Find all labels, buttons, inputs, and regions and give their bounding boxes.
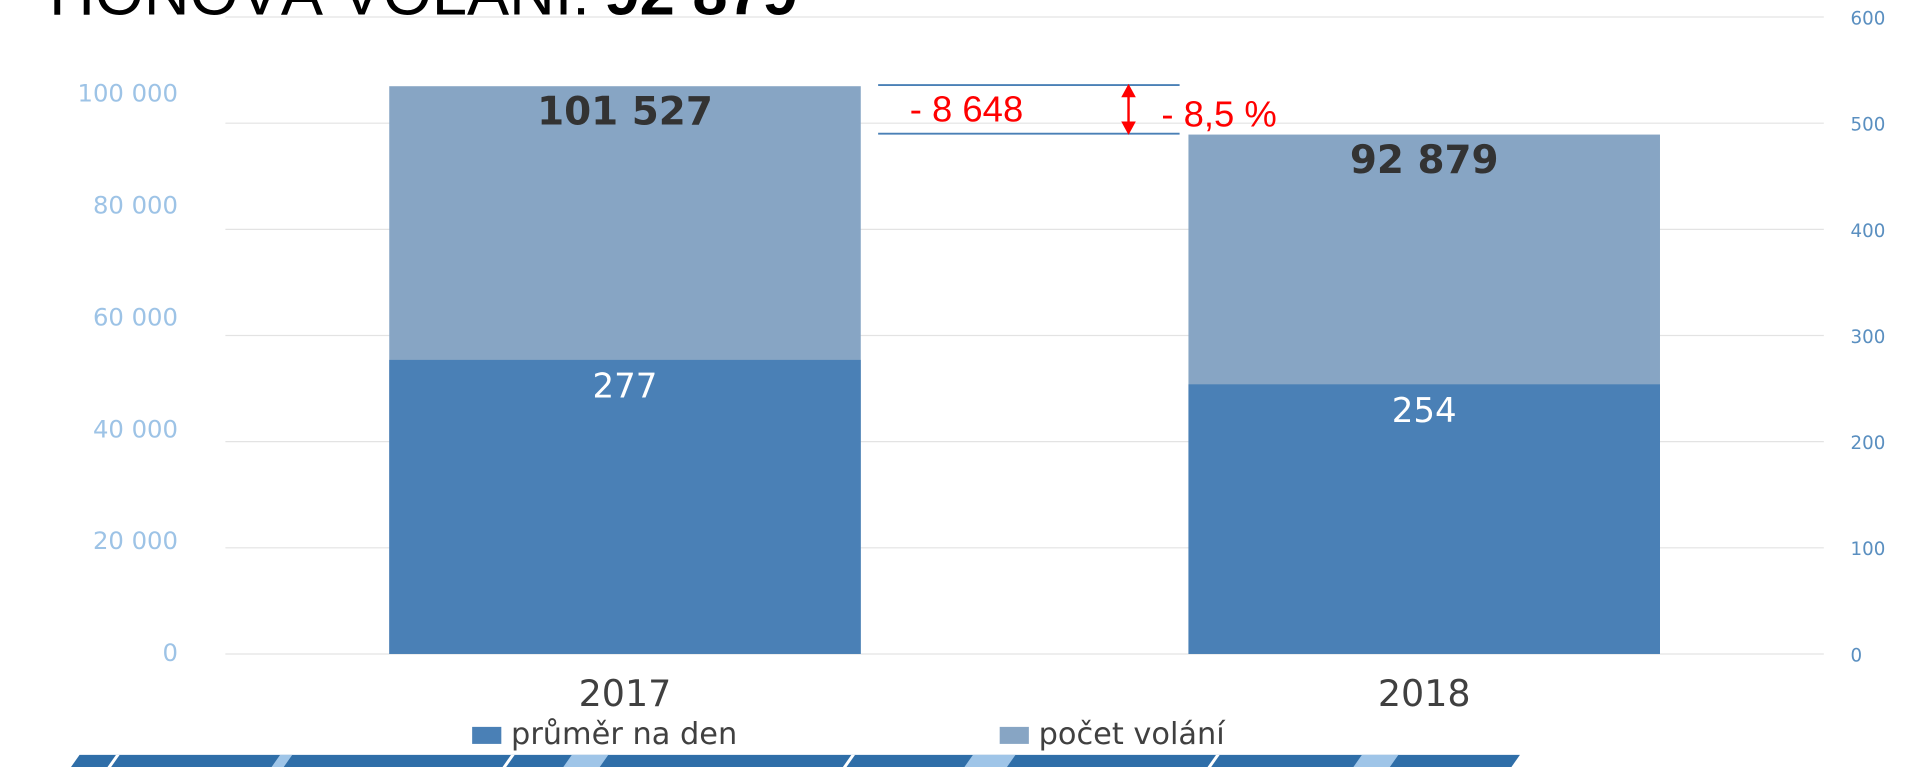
chart-title: HONOVÁ VOLÁNÍ: 92 879: [49, 0, 798, 28]
y2-tick-label: 400: [1851, 221, 1886, 242]
y-tick-label: 20 000: [93, 526, 178, 555]
y2-tick-label: 100: [1851, 539, 1886, 560]
legend-label: počet volání: [1039, 717, 1227, 752]
y-tick-label: 60 000: [93, 302, 178, 331]
y2-tick-label: 500: [1851, 115, 1886, 136]
legend-label: průměr na den: [511, 717, 737, 752]
data-label: 254: [1392, 391, 1457, 431]
stripe: [71, 754, 1520, 767]
bar: [1188, 384, 1660, 654]
annotation: - 8 648: [910, 88, 1024, 129]
bars: 101 527 92 879 277 254: [389, 86, 1660, 654]
x-tick-label: 2018: [1378, 672, 1471, 715]
data-label: 277: [593, 366, 658, 406]
annotation: - 8,5 %: [1161, 93, 1276, 134]
x-tick-label: 2017: [579, 672, 672, 715]
data-label: 101 527: [537, 90, 713, 135]
y-tick-label: 100 000: [78, 79, 178, 108]
title: HONOVÁ VOLÁNÍ:: [49, 0, 590, 28]
y-tick-label: 80 000: [93, 191, 178, 220]
y2-tick-label: 0: [1851, 645, 1863, 666]
y2-tick-label: 600: [1851, 8, 1886, 29]
y2-tick-label: 300: [1851, 327, 1886, 348]
data-label: 92 879: [1350, 138, 1499, 183]
annotation-arrow-head: [1121, 83, 1136, 135]
bar: [389, 359, 861, 654]
subtitle: 92 879: [604, 0, 797, 28]
y-tick-label: 0: [163, 638, 178, 667]
legend-swatch: [999, 726, 1029, 744]
y-tick-label: 40 000: [93, 414, 178, 443]
y2-tick-label: 200: [1851, 433, 1886, 454]
legend-swatch: [472, 726, 502, 744]
